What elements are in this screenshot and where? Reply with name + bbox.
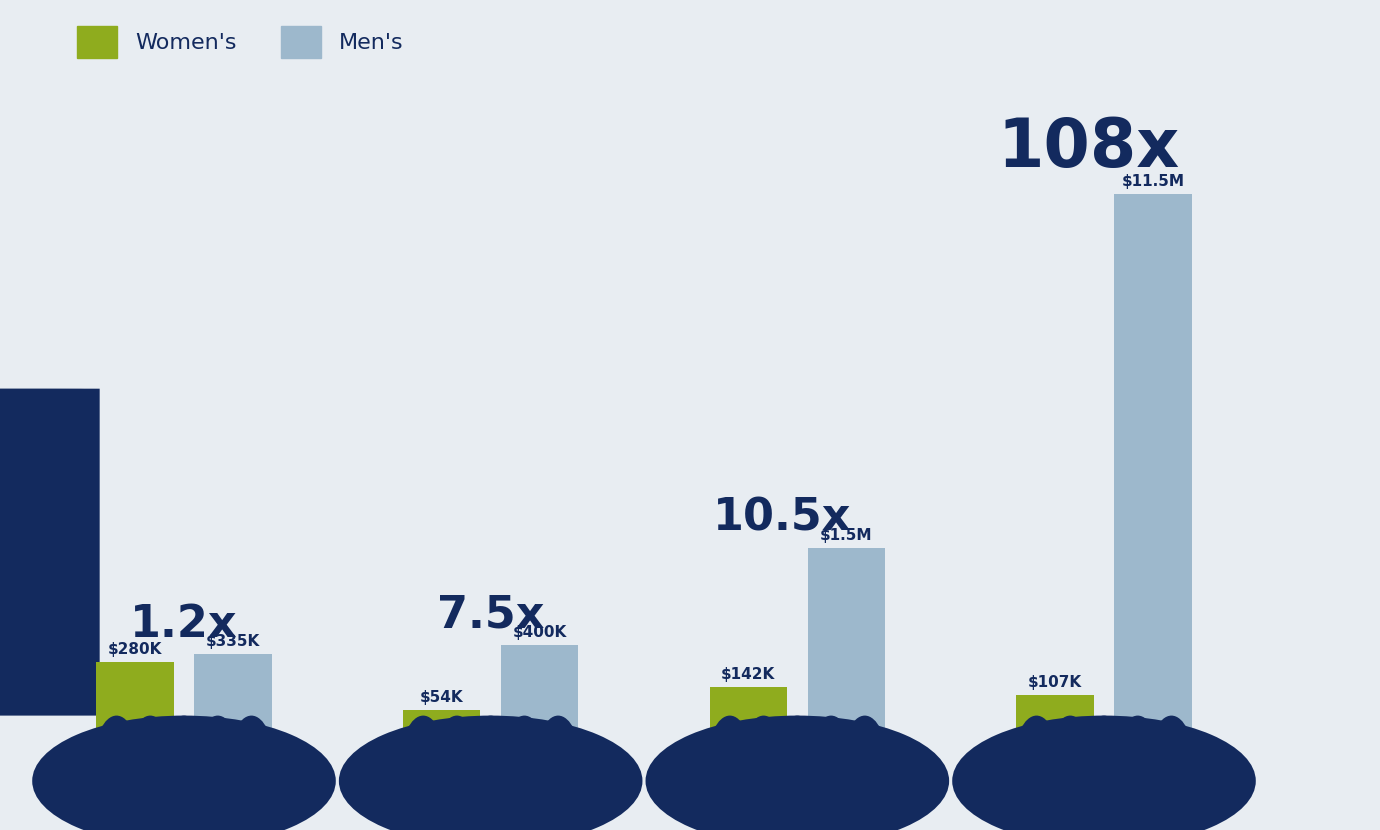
Bar xyxy=(1016,695,1093,830)
Ellipse shape xyxy=(501,715,548,813)
Bar xyxy=(807,548,885,830)
Text: $1.5M: $1.5M xyxy=(820,528,872,543)
Ellipse shape xyxy=(707,715,753,813)
Ellipse shape xyxy=(646,715,949,830)
Text: 108x: 108x xyxy=(998,115,1180,181)
Ellipse shape xyxy=(741,715,787,813)
Text: $142K: $142K xyxy=(722,666,776,681)
Ellipse shape xyxy=(1081,715,1127,813)
Text: 10.5x: 10.5x xyxy=(712,497,851,540)
Ellipse shape xyxy=(774,715,820,813)
Text: $11.5M: $11.5M xyxy=(1122,174,1184,189)
Bar xyxy=(1115,194,1192,830)
Text: $54K: $54K xyxy=(420,691,464,706)
Ellipse shape xyxy=(468,715,513,813)
Text: 7.5x: 7.5x xyxy=(437,593,545,637)
Ellipse shape xyxy=(195,715,240,813)
Ellipse shape xyxy=(1047,715,1093,813)
Ellipse shape xyxy=(1148,715,1195,813)
Ellipse shape xyxy=(842,715,887,813)
Ellipse shape xyxy=(339,715,643,830)
Ellipse shape xyxy=(535,715,581,813)
Text: $280K: $280K xyxy=(108,642,161,657)
Ellipse shape xyxy=(400,715,446,813)
Ellipse shape xyxy=(433,715,480,813)
Text: 1.2x: 1.2x xyxy=(130,603,237,646)
FancyBboxPatch shape xyxy=(0,388,99,715)
Text: $335K: $335K xyxy=(206,634,261,649)
Text: $400K: $400K xyxy=(512,625,567,640)
Ellipse shape xyxy=(809,715,854,813)
Ellipse shape xyxy=(952,715,1256,830)
Ellipse shape xyxy=(94,715,139,813)
Legend: Women's, Men's: Women's, Men's xyxy=(66,15,414,69)
Bar xyxy=(195,654,272,830)
Ellipse shape xyxy=(1013,715,1060,813)
Bar xyxy=(709,686,787,830)
Ellipse shape xyxy=(161,715,207,813)
Text: $107K: $107K xyxy=(1028,675,1082,690)
Ellipse shape xyxy=(1115,715,1161,813)
Ellipse shape xyxy=(32,715,335,830)
Bar xyxy=(97,662,174,830)
Bar xyxy=(501,645,578,830)
Ellipse shape xyxy=(229,715,275,813)
Bar xyxy=(403,710,480,830)
Ellipse shape xyxy=(127,715,174,813)
